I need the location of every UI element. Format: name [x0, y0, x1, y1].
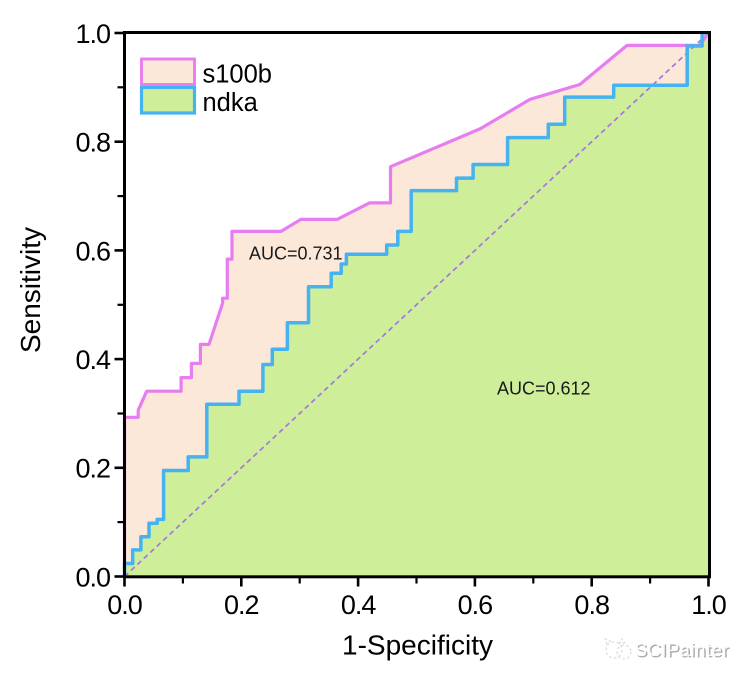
svg-text:1.0: 1.0: [75, 19, 110, 49]
svg-text:ndka: ndka: [203, 89, 259, 117]
svg-text:0.6: 0.6: [458, 590, 493, 620]
svg-text:0.8: 0.8: [574, 590, 609, 620]
svg-text:0.2: 0.2: [224, 590, 259, 620]
svg-text:0.2: 0.2: [75, 454, 110, 484]
svg-text:0.8: 0.8: [75, 128, 110, 158]
svg-text:0.4: 0.4: [75, 345, 111, 375]
svg-text:0.0: 0.0: [75, 562, 110, 592]
svg-text:0.4: 0.4: [341, 590, 377, 620]
svg-text:SCIPainter: SCIPainter: [635, 639, 729, 660]
svg-text:AUC=0.612: AUC=0.612: [497, 379, 591, 399]
svg-text:1.0: 1.0: [691, 590, 726, 620]
svg-text:AUC=0.731: AUC=0.731: [249, 244, 343, 264]
svg-text:0.6: 0.6: [75, 236, 110, 266]
svg-text:Sensitivity: Sensitivity: [15, 227, 46, 353]
svg-text:1-Specificity: 1-Specificity: [342, 630, 493, 661]
svg-text:s100b: s100b: [203, 60, 272, 88]
svg-text:0.0: 0.0: [107, 590, 142, 620]
svg-text:SCIPainter: SCIPainter: [636, 641, 730, 662]
